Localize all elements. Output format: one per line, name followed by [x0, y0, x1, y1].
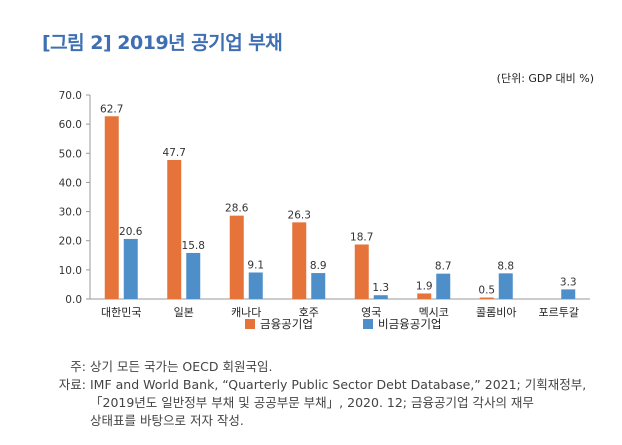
source-line-2: 「2019년도 일반정부 부채 및 공공부문 부채」, 2020. 12; 금융…	[90, 395, 534, 410]
source-label: 자료:	[58, 377, 86, 392]
legend-label: 비금융공기업	[378, 317, 441, 331]
note-row: 주: 상기 모든 국가는 OECD 회원국임.	[44, 358, 604, 376]
data-label: 28.6	[225, 203, 249, 215]
source-row: 자료: IMF and World Bank, “Quarterly Publi…	[44, 376, 604, 394]
note-text: 상기 모든 국가는 OECD 회원국임.	[90, 359, 273, 374]
bar-nonfinancial	[123, 238, 138, 299]
y-tick-label: 10.0	[59, 265, 82, 277]
bar-financial	[229, 215, 244, 299]
x-tick-label: 호주	[299, 306, 319, 319]
data-label: 18.7	[350, 232, 373, 244]
figure-title: [그림 2] 2019년 공기업 부채	[42, 32, 283, 54]
x-tick-label: 캐나다	[231, 306, 261, 319]
data-label: 0.5	[478, 285, 495, 297]
bar-financial	[104, 116, 119, 299]
x-tick-label: 콜롬비아	[476, 306, 516, 319]
y-tick-label: 50.0	[59, 148, 82, 160]
bar-nonfinancial	[186, 252, 201, 299]
data-label: 3.3	[560, 276, 577, 288]
bar-nonfinancial	[561, 289, 576, 299]
data-label: 8.9	[310, 260, 327, 272]
bar-financial	[479, 297, 494, 299]
bar-nonfinancial	[248, 272, 263, 299]
data-label: 8.7	[435, 261, 452, 273]
data-label: 62.7	[100, 103, 123, 115]
data-label: 26.3	[288, 209, 311, 221]
y-tick-label: 30.0	[59, 207, 82, 219]
y-tick-label: 20.0	[59, 236, 82, 248]
data-label: 15.8	[182, 240, 205, 252]
bar-financial	[167, 159, 182, 299]
x-tick-label: 멕시코	[419, 306, 449, 319]
bar-nonfinancial	[373, 295, 388, 299]
bar-chart: 0.0 10.0 20.0 30.0 40.0 50.0 60.0 70.0 대한민국 62.7 2…	[59, 90, 590, 331]
legend-swatch	[363, 319, 373, 329]
source-line-1: IMF and World Bank, “Quarterly Public Se…	[90, 377, 587, 392]
data-label: 9.1	[247, 259, 264, 271]
y-tick-label: 40.0	[59, 177, 82, 189]
bar-financial	[354, 244, 369, 299]
y-tick-label: 60.0	[59, 119, 82, 131]
bar-nonfinancial	[436, 273, 451, 299]
data-label: 8.8	[497, 260, 514, 272]
legend-label: 금융공기업	[260, 317, 313, 331]
data-label: 1.9	[416, 280, 433, 292]
legend-swatch	[245, 319, 255, 329]
bar-financial	[417, 293, 432, 299]
data-label: 1.3	[372, 282, 389, 294]
y-tick-label: 0.0	[65, 294, 82, 306]
bar-nonfinancial	[311, 273, 326, 299]
data-label: 47.7	[163, 147, 186, 159]
x-tick-label: 영국	[361, 306, 381, 319]
source-line-3: 상태표를 바탕으로 저자 작성.	[90, 413, 244, 428]
y-tick-label: 70.0	[59, 90, 82, 102]
unit-label: (단위: GDP 대비 %)	[496, 72, 594, 85]
x-tick-label: 대한민국	[101, 306, 141, 319]
note-label: 주:	[70, 359, 86, 374]
bar-financial	[292, 222, 307, 299]
footnotes: 주: 상기 모든 국가는 OECD 회원국임. 자료: IMF and Worl…	[44, 358, 604, 430]
data-label: 20.6	[119, 226, 143, 238]
bar-nonfinancial	[498, 273, 513, 299]
x-tick-label: 포르투갈	[539, 305, 579, 319]
x-tick-label: 일본	[174, 305, 194, 319]
